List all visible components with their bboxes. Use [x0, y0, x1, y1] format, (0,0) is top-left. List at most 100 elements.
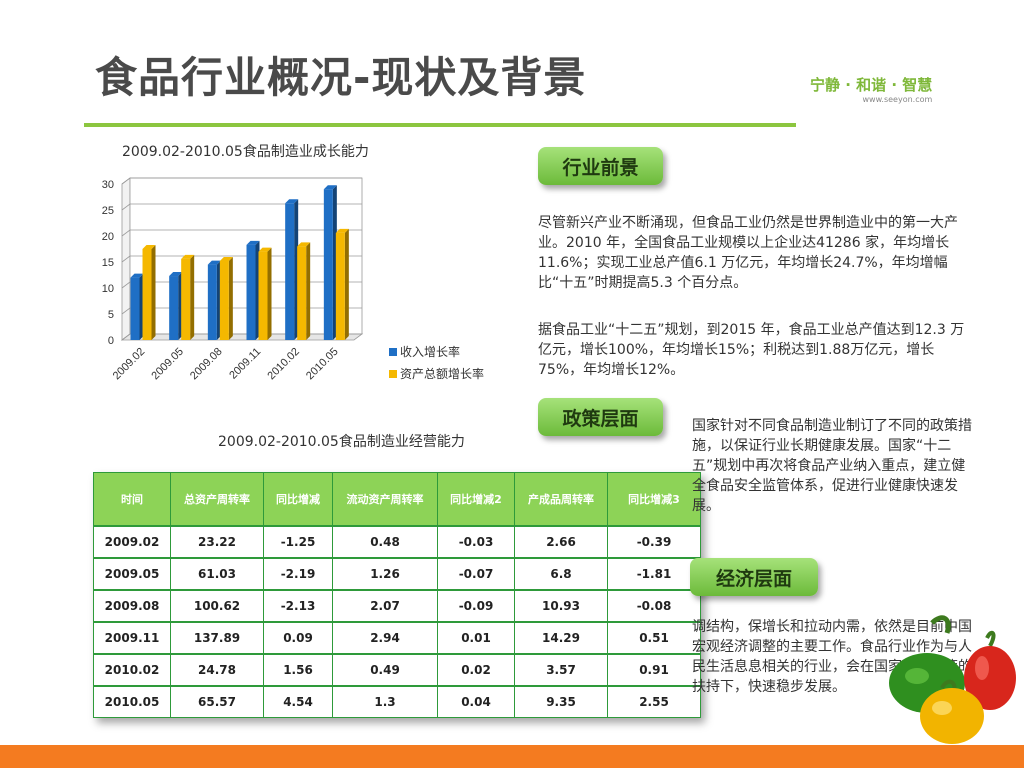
table-cell: -1.81: [607, 557, 701, 591]
table-cell: 2010.05: [93, 685, 171, 718]
bar-top: [246, 240, 260, 245]
y-tick-label: 5: [108, 309, 114, 321]
bar-top: [142, 245, 156, 249]
grid-line: [121, 307, 131, 315]
bar: [335, 232, 345, 340]
bar-top: [297, 242, 311, 247]
table-cell: 9.35: [514, 685, 608, 718]
bar: [323, 189, 333, 340]
table-cell: 0.91: [607, 653, 701, 687]
grid-line: [121, 229, 131, 237]
table-cell: -0.39: [607, 525, 701, 559]
bar: [285, 203, 295, 340]
x-tick-label: 2009.02: [111, 346, 148, 383]
policy-label: 政策层面: [538, 398, 663, 436]
bar-top: [258, 247, 272, 252]
table-cell: 24.78: [170, 653, 264, 687]
economy-paragraph: 调结构，保增长和拉动内需，依然是目前中国宏观经济调整的主要工作。食品行业作为与人…: [692, 619, 972, 695]
table-cell: 0.02: [437, 653, 515, 687]
table-cell: 2.66: [514, 525, 608, 559]
bar-top: [285, 199, 299, 204]
bar: [181, 258, 191, 340]
table-cell: 2009.05: [93, 557, 171, 591]
table-cell: 6.8: [514, 557, 608, 591]
table-cell: 1.56: [263, 653, 333, 687]
industry-paragraph-2: 据食品工业“十二五”规划，到2015 年，食品工业总产值达到12.3 万亿元，增…: [538, 322, 965, 378]
bar: [219, 260, 229, 340]
table-cell: 2009.11: [93, 621, 171, 655]
bar-top: [181, 254, 195, 259]
bar-top: [207, 260, 221, 265]
economy-label: 经济层面: [690, 558, 818, 596]
table-cell: 2.07: [332, 589, 438, 623]
table-cell: 1.26: [332, 557, 438, 591]
table-cell: -0.03: [437, 525, 515, 559]
bar-side: [267, 247, 272, 340]
table-cell: 3.57: [514, 653, 608, 687]
bar: [130, 277, 140, 340]
grid-line: [121, 333, 131, 341]
bar-top: [219, 256, 233, 261]
table-header-cell: 流动资产周转率: [332, 472, 438, 527]
table-row: 2010.05 65.57 4.54 1.3 0.04 9.35 2.55: [93, 685, 701, 718]
brand-logo: 宁静 · 和谐 · 智慧 www.seeyon.com: [810, 74, 932, 104]
y-tick-label: 30: [102, 179, 114, 191]
bar-side: [151, 245, 156, 340]
peppers-image: [889, 615, 1016, 744]
table-cell: 0.04: [437, 685, 515, 718]
bar: [246, 244, 256, 340]
bar-side: [306, 242, 311, 340]
table-cell: 2010.02: [93, 653, 171, 687]
table-cell: 4.54: [263, 685, 333, 718]
grid-line: [121, 281, 131, 289]
x-tick-label: 2010.05: [304, 346, 341, 383]
table-cell: 65.57: [170, 685, 264, 718]
table-cell: 1.3: [332, 685, 438, 718]
table-cell: 0.48: [332, 525, 438, 559]
table-row: 2009.08 100.62 -2.13 2.07 -0.09 10.93 -0.08: [93, 589, 701, 623]
page-title: 食品行业概况-现状及背景: [95, 53, 587, 102]
table-header-row: 时间 总资产周转率 同比增减 流动资产周转率 同比增减2 产成品周转率 同比增减3: [93, 472, 701, 527]
bar-side: [344, 228, 349, 340]
bar-top: [169, 272, 183, 277]
table-row: 2010.02 24.78 1.56 0.49 0.02 3.57 0.91: [93, 653, 701, 687]
policy-paragraph: 国家针对不同食品制造业制订了不同的政策措施，以保证行业长期健康发展。国家“十二五…: [692, 418, 972, 514]
table-cell: 2.55: [607, 685, 701, 718]
growth-bar-chart: 0 5 10 15 20 25 30 2009.02 2009.05 2009.08 2009.11…: [102, 177, 484, 383]
legend-label: 资产总额增长率: [400, 366, 484, 381]
bar-side: [228, 256, 233, 340]
operating-ability-table: 时间 总资产周转率 同比增减 流动资产周转率 同比增减2 产成品周转率 同比增减3 2009…: [93, 472, 701, 718]
table-row: 2009.05 61.03 -2.19 1.26 -0.07 6.8 -1.81: [93, 557, 701, 591]
bar-top: [335, 228, 349, 233]
table-cell: 100.62: [170, 589, 264, 623]
table-cell: 23.22: [170, 525, 264, 559]
table-cell: 0.01: [437, 621, 515, 655]
table-header-cell: 时间: [93, 472, 171, 527]
table-cell: 0.49: [332, 653, 438, 687]
table-header-cell: 总资产周转率: [170, 472, 264, 527]
table-cell: -0.09: [437, 589, 515, 623]
bar-top: [323, 185, 337, 190]
grid-line: [121, 255, 131, 263]
table-cell: 0.09: [263, 621, 333, 655]
y-tick-label: 20: [102, 231, 114, 243]
table-header-cell: 同比增减3: [607, 472, 701, 527]
legend-swatch: [389, 370, 397, 378]
brand-slogan: 宁静 · 和谐 · 智慧: [810, 76, 933, 94]
bar-top: [130, 273, 144, 278]
table-header-cell: 同比增减: [263, 472, 333, 527]
table-header-cell: 同比增减2: [437, 472, 515, 527]
table-cell: 2009.08: [93, 589, 171, 623]
bar-side: [255, 240, 260, 340]
industry-outlook-label: 行业前景: [538, 147, 663, 185]
y-tick-label: 10: [102, 283, 114, 295]
legend-swatch: [389, 348, 397, 356]
table-cell: 14.29: [514, 621, 608, 655]
table-row: 2009.02 23.22 -1.25 0.48 -0.03 2.66 -0.39: [93, 525, 701, 559]
x-tick-label: 2009.11: [227, 346, 263, 382]
bar: [258, 251, 268, 340]
x-tick-label: 2009.05: [149, 346, 186, 383]
bar: [142, 249, 152, 340]
table-cell: 2.94: [332, 621, 438, 655]
table-cell: -2.13: [263, 589, 333, 623]
